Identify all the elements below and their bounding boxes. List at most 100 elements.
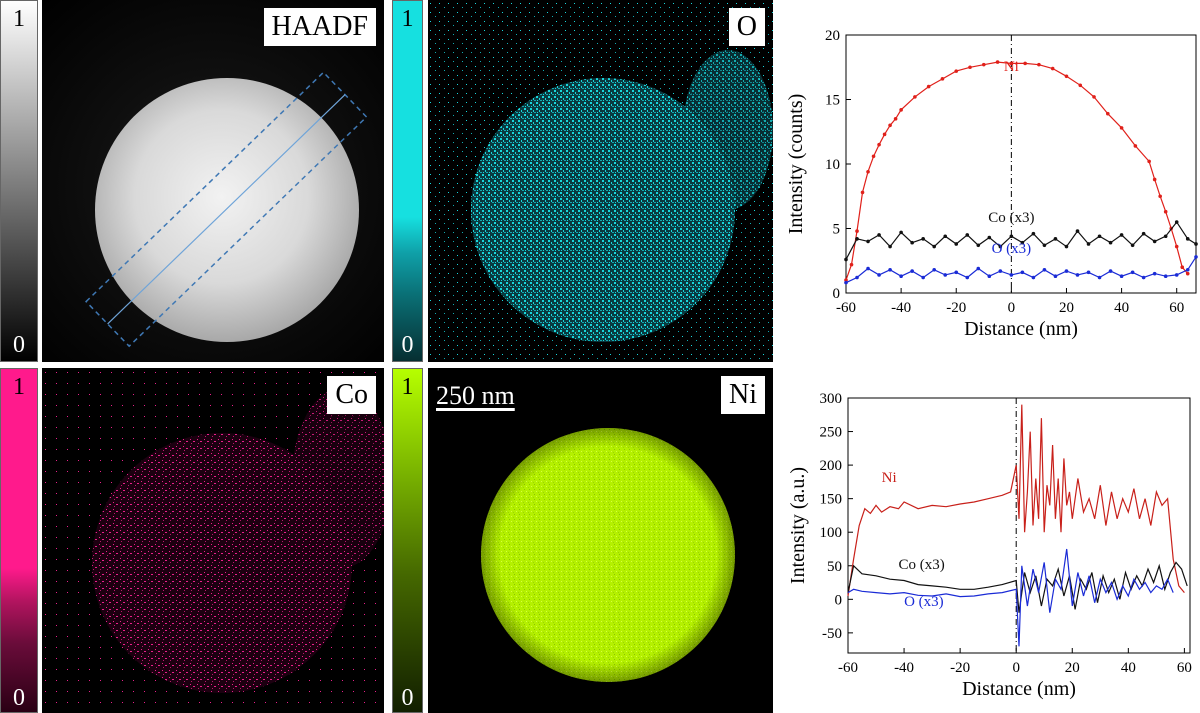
data-point: [1097, 234, 1102, 239]
data-point: [1023, 61, 1027, 66]
y-tick-label: 50: [827, 559, 842, 575]
data-point: [976, 266, 981, 271]
data-point: [1185, 271, 1190, 276]
co-label: Co: [327, 376, 376, 414]
co-scale-top: 1: [13, 374, 25, 400]
x-tick-label: -40: [894, 660, 914, 676]
data-point: [855, 229, 859, 233]
data-point: [1108, 240, 1113, 245]
data-point: [849, 262, 854, 267]
data-point: [1194, 242, 1198, 246]
haadf-scale-bar: 1 0: [0, 0, 38, 362]
x-tick-label: 40: [1114, 300, 1129, 316]
plot-frame: [847, 397, 1191, 654]
data-point: [1119, 233, 1124, 237]
data-point: [1152, 271, 1157, 276]
data-point: [860, 190, 865, 195]
data-point: [921, 275, 925, 280]
x-tick-label: -20: [950, 660, 970, 676]
data-point: [1163, 234, 1168, 239]
data-point: [1152, 239, 1157, 244]
data-point: [1174, 220, 1179, 224]
x-tick-label: 20: [1065, 660, 1080, 676]
o-scale-bottom: 0: [401, 332, 414, 358]
ni-scale-top: 1: [401, 374, 414, 400]
data-point: [899, 108, 903, 112]
data-point: [913, 95, 917, 99]
o-particle: [471, 78, 735, 342]
data-point: [855, 275, 859, 280]
data-point: [899, 230, 903, 235]
data-point: [1020, 270, 1025, 275]
line-profile-charts: -60 -40 -20 0 20 40 60 0 5 10 15 20 Ni Co (x3) O (x3) D…: [785, 28, 1198, 700]
data-point: [1037, 62, 1041, 67]
series-annotation: Ni: [882, 470, 897, 486]
data-point: [1078, 83, 1083, 88]
data-point: [954, 242, 959, 246]
o-image: [428, 0, 773, 362]
y-tick-label: 100: [820, 525, 843, 541]
x-tick-label: -40: [891, 300, 911, 316]
haadf-scale-bottom: 0: [13, 332, 25, 358]
data-point: [1042, 243, 1047, 248]
data-point: [1031, 231, 1036, 236]
x-tick-label: -20: [946, 300, 966, 316]
x-tick-label: 20: [1059, 300, 1074, 316]
y-tick-label: 10: [825, 157, 840, 173]
data-point: [1141, 275, 1146, 280]
y-tick-label: 20: [825, 28, 840, 44]
data-point: [1097, 275, 1102, 280]
data-point: [866, 239, 870, 244]
y-tick-label: -50: [822, 626, 842, 642]
data-point: [1119, 126, 1124, 130]
data-point: [1158, 194, 1162, 199]
y-axis-label: Intensity (counts): [785, 94, 807, 235]
co-particle: [92, 433, 352, 693]
co-scale-bottom: 0: [13, 685, 25, 711]
data-point: [1009, 273, 1014, 277]
data-point: [921, 237, 925, 241]
data-point: [1174, 273, 1179, 277]
x-tick-label: 60: [1169, 300, 1184, 316]
series-line-o: [847, 548, 1174, 647]
data-point: [899, 274, 903, 279]
data-point: [954, 270, 959, 275]
y-tick-label: 250: [820, 425, 843, 441]
co-shell: [292, 388, 384, 568]
ni-image: [481, 428, 735, 682]
series-annotation: O (x3): [992, 241, 1032, 257]
data-point: [1119, 274, 1124, 279]
data-point: [1133, 144, 1138, 148]
data-point: [844, 278, 848, 282]
ni-map: 250 nm Ni: [428, 368, 773, 713]
data-point: [893, 117, 898, 121]
data-point: [1163, 209, 1168, 214]
data-point: [882, 132, 887, 137]
data-point: [995, 60, 1000, 64]
data-point: [844, 257, 848, 262]
chart-1: -60 -40 -20 0 20 40 60 0 5 10 15 20 Ni Co (x3) O (x3) D…: [785, 28, 1198, 340]
data-point: [1064, 269, 1069, 273]
data-point: [1086, 242, 1091, 246]
data-point: [866, 169, 870, 174]
ni-scale-bottom: 0: [401, 685, 414, 711]
data-point: [1064, 244, 1069, 249]
haadf-map: HAADF: [42, 0, 384, 362]
data-point: [943, 234, 948, 239]
x-axis-label: Distance (nm): [964, 318, 1078, 340]
o-scale-bar: 1 0: [392, 0, 423, 362]
haadf-particle: [95, 78, 359, 342]
x-tick-label: 0: [1008, 300, 1016, 316]
series-annotation: Co (x3): [898, 557, 944, 573]
data-point: [877, 273, 881, 277]
data-point: [855, 237, 859, 241]
data-point: [998, 269, 1003, 273]
data-point: [1194, 255, 1198, 259]
data-point: [1163, 274, 1168, 279]
data-point: [932, 267, 936, 272]
x-tick-label: -60: [838, 660, 858, 676]
data-point: [844, 280, 848, 285]
data-point: [1147, 159, 1151, 164]
ni-scale-bar: 1 0: [392, 368, 423, 713]
data-point: [1064, 74, 1069, 79]
